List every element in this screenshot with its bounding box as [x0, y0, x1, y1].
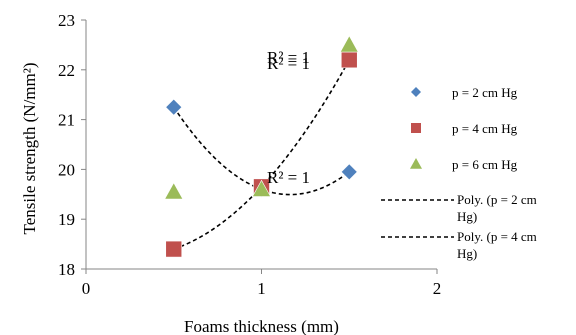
x-tick-label: 0	[82, 279, 91, 298]
data-point	[339, 35, 359, 53]
legend-label: Hg)	[457, 246, 477, 261]
trendlines	[173, 59, 350, 250]
y-axis-title: Tensile strength (N/mm²)	[20, 63, 39, 235]
y-tick-label: 22	[58, 61, 75, 80]
x-tick-label: 2	[433, 279, 442, 298]
r2-annotation: R² = 1	[267, 48, 310, 67]
legend: p = 2 cm Hg p = 4 cm Hg p = 6 cm Hg Poly. (…	[381, 85, 537, 261]
y-tick-label: 21	[58, 111, 75, 130]
trendline-curve	[173, 59, 350, 250]
data-point	[164, 182, 184, 200]
data-point	[165, 98, 183, 116]
x-tick-label: 1	[257, 279, 266, 298]
legend-marker	[411, 87, 421, 97]
y-tick-label: 23	[58, 11, 75, 30]
legend-label: Poly. (p = 2 cm	[457, 192, 537, 207]
legend-label: Poly. (p = 4 cm	[457, 229, 537, 244]
r2-annotation: R² = 1	[267, 54, 310, 73]
r2-annotation: R² = 1	[267, 168, 310, 187]
y-tick-label: 19	[58, 210, 75, 229]
legend-label: Hg)	[457, 209, 477, 224]
x-axis-title: Foams thickness (mm)	[184, 317, 339, 335]
y-tick-label: 18	[58, 260, 75, 279]
legend-label: p = 2 cm Hg	[452, 85, 518, 100]
data-point	[165, 240, 183, 258]
axes: 18 19 20 21 22 23 0 1 2 Foams thickness (mm) Tensi…	[20, 11, 441, 335]
legend-label: p = 6 cm Hg	[452, 157, 518, 172]
data-point	[251, 179, 272, 197]
legend-marker	[411, 123, 421, 133]
data-point	[340, 163, 358, 181]
data-point	[340, 51, 358, 69]
y-tick-label: 20	[58, 160, 75, 179]
annotations: R² = 1R² = 1R² = 1	[267, 48, 310, 187]
legend-marker	[410, 158, 422, 169]
legend-label: p = 4 cm Hg	[452, 121, 518, 136]
data-markers	[164, 35, 359, 258]
